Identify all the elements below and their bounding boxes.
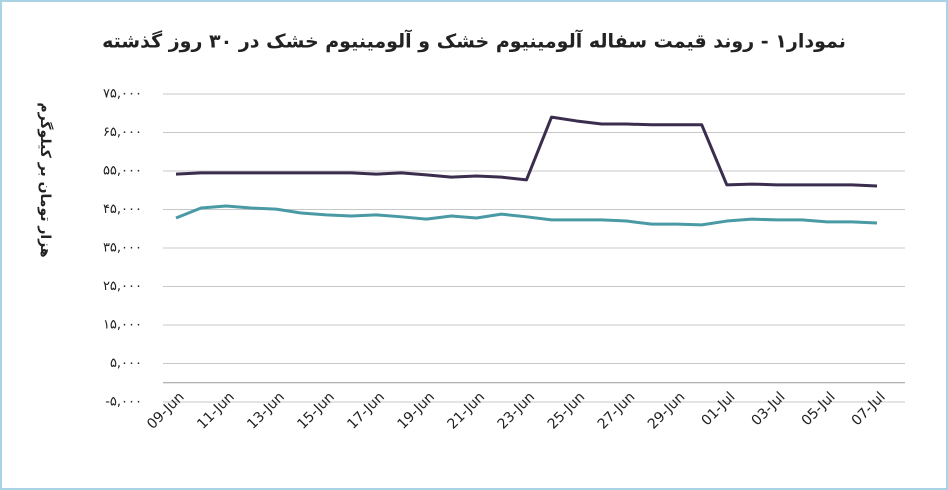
y-tick-label: -۵,۰۰۰ <box>105 395 142 410</box>
y-tick-label: ۶۵,۰۰۰ <box>103 125 142 140</box>
y-axis-label: هزار تومان بر کیلوگرم <box>37 102 54 257</box>
y-tick-label: ۴۵,۰۰۰ <box>103 202 142 217</box>
y-tick-label: ۲۵,۰۰۰ <box>103 279 142 294</box>
y-tick-label: ۳۵,۰۰۰ <box>103 241 142 256</box>
chart-title: نمودار۱ - روند قیمت سفاله آلومینیوم خشک … <box>102 29 846 53</box>
y-tick-label: ۷۵,۰۰۰ <box>103 87 142 102</box>
y-tick-label: ۵۵,۰۰۰ <box>103 164 142 179</box>
series-line <box>175 204 878 227</box>
y-tick-label: ۱۵,۰۰۰ <box>103 318 142 333</box>
series-line <box>175 115 878 188</box>
y-tick-label: ۵,۰۰۰ <box>110 356 142 371</box>
